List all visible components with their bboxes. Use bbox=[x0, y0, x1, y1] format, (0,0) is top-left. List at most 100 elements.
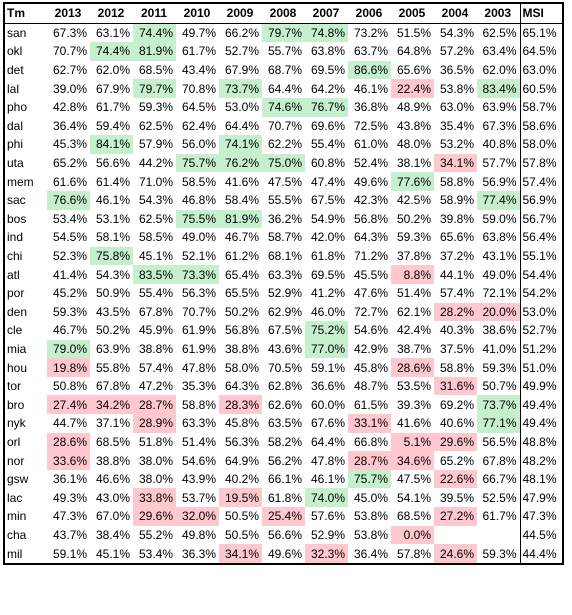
team-cell: lal bbox=[7, 81, 20, 96]
value-cell: 47.8% bbox=[181, 360, 216, 375]
value-cell: 68.7% bbox=[267, 63, 302, 78]
table-row: uta 65.2% 56.6% 44.2% 75.7% 76.2% 75.0% 60.8% 52… bbox=[4, 153, 563, 173]
value-cell: 76.6% bbox=[47, 190, 90, 210]
table-row: okl 70.7% 74.4% 81.9% 61.7% 52.7% 55.7% 63.8% 63… bbox=[4, 42, 563, 61]
value-cell: 72.7% bbox=[353, 304, 388, 319]
team-cell: uta bbox=[7, 156, 24, 171]
team-cell: bos bbox=[7, 211, 27, 226]
value-cell: 43.9% bbox=[181, 472, 216, 487]
value-cell: 40.3% bbox=[439, 323, 474, 338]
value-cell: 42.0% bbox=[310, 230, 345, 245]
value-cell: 58.0% bbox=[224, 360, 259, 375]
value-cell: 34.6% bbox=[391, 451, 434, 470]
team-cell: nyk bbox=[7, 416, 26, 431]
value-cell: 67.3% bbox=[52, 25, 87, 40]
column-header-team: Tm bbox=[4, 3, 47, 24]
value-cell: 37.5% bbox=[439, 341, 474, 356]
value-cell: 43.8% bbox=[396, 118, 431, 133]
value-cell: 52.3% bbox=[52, 249, 87, 264]
value-cell: 63.5% bbox=[267, 416, 302, 431]
value-cell: 48.0% bbox=[396, 137, 431, 152]
value-cell: 65.2% bbox=[52, 156, 87, 171]
value-cell: 52.5% bbox=[482, 490, 517, 505]
value-cell: 49.0% bbox=[482, 267, 517, 282]
value-cell: 28.9% bbox=[133, 414, 176, 433]
value-cell: 66.2% bbox=[224, 25, 259, 40]
value-cell: 55.7% bbox=[267, 44, 302, 59]
value-cell: 42.9% bbox=[353, 341, 388, 356]
value-cell: 37.1% bbox=[95, 416, 130, 431]
value-cell: 77.6% bbox=[391, 172, 434, 191]
msi-cell: 58.7% bbox=[519, 97, 563, 117]
value-cell: 36.4% bbox=[353, 546, 388, 561]
value-cell: 45.8% bbox=[353, 360, 388, 375]
value-cell: 38.7% bbox=[396, 341, 431, 356]
value-cell: 52.7% bbox=[224, 44, 259, 59]
value-cell: 41.6% bbox=[224, 174, 259, 189]
value-cell: 55.5% bbox=[267, 193, 302, 208]
value-cell: 49.6% bbox=[267, 546, 302, 561]
value-cell: 62.5% bbox=[138, 118, 173, 133]
value-cell: 67.0% bbox=[95, 509, 130, 524]
value-cell: 63.8% bbox=[310, 44, 345, 59]
team-cell: orl bbox=[7, 434, 21, 449]
team-cell: mem bbox=[7, 174, 34, 189]
team-cell: chi bbox=[7, 249, 23, 264]
value-cell: 62.0% bbox=[95, 63, 130, 78]
value-cell: 72.5% bbox=[353, 118, 388, 133]
value-cell: 63.9% bbox=[482, 100, 517, 115]
table-row: cha 43.7% 38.4% 55.2% 49.8% 50.5% 56.6% 52.9% 53… bbox=[4, 525, 563, 545]
msi-cell: 56.7% bbox=[519, 209, 563, 229]
value-cell: 54.3% bbox=[439, 25, 474, 40]
value-cell: 5.1% bbox=[391, 432, 434, 452]
column-header-year: 2011 bbox=[133, 3, 176, 24]
msi-cell: 57.4% bbox=[519, 172, 563, 191]
msi-cell: 58.6% bbox=[519, 116, 563, 136]
value-cell: 64.4% bbox=[267, 81, 302, 96]
value-cell: 49.6% bbox=[353, 174, 388, 189]
team-cell: det bbox=[7, 63, 24, 78]
value-cell: 22.4% bbox=[391, 79, 434, 98]
value-cell: 53.4% bbox=[52, 211, 87, 226]
value-cell: 59.3% bbox=[482, 546, 517, 561]
value-cell: 57.4% bbox=[439, 286, 474, 301]
value-cell: 44.1% bbox=[439, 267, 474, 282]
value-cell: 45.1% bbox=[138, 249, 173, 264]
value-cell: 62.1% bbox=[396, 304, 431, 319]
value-cell: 46.0% bbox=[310, 304, 345, 319]
value-cell: 57.4% bbox=[138, 360, 173, 375]
table-row: nyk 44.7% 37.1% 28.9% 63.3% 45.8% 63.5% 67.6% 33… bbox=[4, 414, 563, 433]
value-cell: 67.3% bbox=[482, 118, 517, 133]
value-cell: 43.1% bbox=[482, 249, 517, 264]
value-cell: 63.4% bbox=[482, 44, 517, 59]
value-cell: 66.7% bbox=[482, 472, 517, 487]
value-cell: 51.4% bbox=[396, 286, 431, 301]
msi-cell: 54.2% bbox=[519, 283, 563, 303]
value-cell: 64.4% bbox=[310, 434, 345, 449]
value-cell: 70.5% bbox=[267, 360, 302, 375]
value-cell: 63.9% bbox=[95, 341, 130, 356]
value-cell: 45.8% bbox=[224, 416, 259, 431]
value-cell: 51.4% bbox=[181, 434, 216, 449]
value-cell: 43.7% bbox=[52, 527, 87, 542]
value-cell: 51.8% bbox=[138, 434, 173, 449]
value-cell: 50.5% bbox=[224, 509, 259, 524]
table-row: min 47.3% 67.0% 29.6% 32.0% 50.5% 25.4% 57.6% 53… bbox=[4, 507, 563, 526]
value-cell: 64.8% bbox=[396, 44, 431, 59]
value-cell: 50.2% bbox=[396, 211, 431, 226]
value-cell: 75.0% bbox=[262, 153, 305, 173]
value-cell: 67.5% bbox=[267, 323, 302, 338]
value-cell: 71.0% bbox=[138, 174, 173, 189]
value-cell: 65.6% bbox=[439, 230, 474, 245]
value-cell: 45.3% bbox=[52, 137, 87, 152]
value-cell: 38.4% bbox=[95, 527, 130, 542]
value-cell: 34.1% bbox=[434, 153, 477, 173]
value-cell: 68.5% bbox=[95, 434, 130, 449]
team-cell: min bbox=[7, 509, 27, 524]
value-cell: 36.1% bbox=[52, 472, 87, 487]
value-cell: 41.2% bbox=[310, 286, 345, 301]
value-cell: 62.2% bbox=[267, 137, 302, 152]
value-cell: 53.4% bbox=[138, 546, 173, 561]
value-cell: 49.8% bbox=[181, 527, 216, 542]
table-row: mil 59.1% 45.1% 53.4% 36.3% 34.1% 49.6% 32.3% 36… bbox=[4, 544, 563, 564]
